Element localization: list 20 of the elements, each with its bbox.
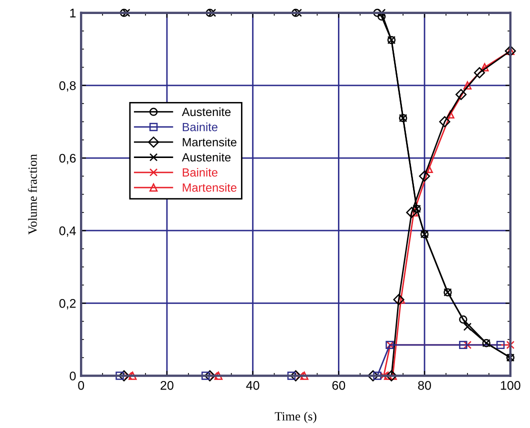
- y-tick-label: 0: [70, 372, 76, 380]
- legend-label: Martensite: [182, 138, 236, 146]
- x-tick-label: 0: [78, 380, 84, 390]
- legend-label: Austenite: [182, 107, 231, 116]
- x-tick-label: 40: [246, 380, 260, 390]
- y-tick-label: 0,4: [59, 226, 76, 237]
- y-tick-label: 0,8: [59, 81, 76, 92]
- x-tick-label: 20: [160, 380, 174, 390]
- y-tick-label: 0,6: [59, 154, 76, 164]
- x-tick-label: 80: [418, 380, 431, 390]
- legend-label: Bainite: [182, 168, 218, 177]
- y-axis-title: Volume fraction: [28, 154, 37, 234]
- x-axis-title: Time (s): [274, 412, 316, 424]
- y-tick-label: 1: [70, 8, 76, 18]
- legend-label: Martensite: [182, 183, 236, 192]
- x-tick-label: 60: [332, 380, 346, 390]
- y-tick-label: 0,2: [59, 298, 76, 310]
- legend-label: Austenite: [182, 152, 231, 162]
- legend-label: Bainite: [182, 122, 218, 132]
- x-tick-label: 100: [500, 380, 520, 390]
